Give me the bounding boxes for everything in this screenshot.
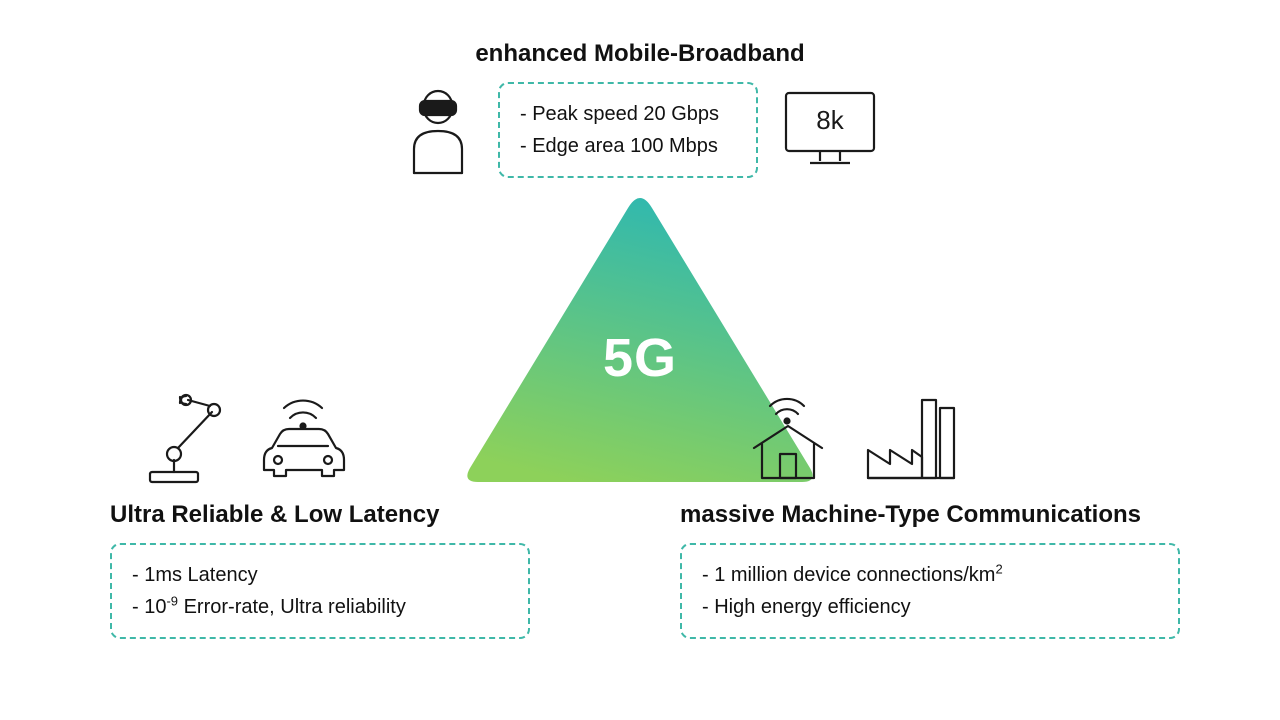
bottom-left-section: Ultra Reliable & Low Latency - 1ms Laten…	[110, 390, 530, 639]
vr-headset-person-icon	[400, 85, 476, 175]
bl-spec-line-2: - 10-9 Error-rate, Ultra reliability	[132, 591, 508, 623]
bottom-left-spec-box: - 1ms Latency - 10-9 Error-rate, Ultra r…	[110, 543, 530, 639]
bottom-right-spec-box: - 1 million device connections/km2 - Hig…	[680, 543, 1180, 639]
bottom-right-title: massive Machine-Type Communications	[680, 501, 1180, 529]
top-spec-line-2: - Edge area 100 Mbps	[520, 130, 736, 162]
top-spec-line-1: - Peak speed 20 Gbps	[520, 98, 736, 130]
factory-icon	[858, 390, 968, 485]
bottom-left-icons	[110, 390, 530, 485]
bottom-right-section: massive Machine-Type Communications - 1 …	[680, 390, 1180, 639]
top-row: - Peak speed 20 Gbps - Edge area 100 Mbp…	[400, 82, 880, 178]
monitor-8k-icon: 8k	[780, 85, 880, 175]
diagram-root: 5G enhanced Mobile-Broadband - Peak spee…	[0, 0, 1280, 720]
top-title: enhanced Mobile-Broadband	[400, 40, 880, 68]
connected-car-icon	[248, 390, 358, 485]
br-spec-line-2: - High energy efficiency	[702, 591, 1158, 623]
triangle-label: 5G	[603, 327, 677, 389]
robot-arm-icon	[140, 390, 230, 485]
br-spec-line-1: - 1 million device connections/km2	[702, 559, 1158, 591]
top-section: enhanced Mobile-Broadband - Peak speed 2…	[400, 40, 880, 178]
bottom-left-title: Ultra Reliable & Low Latency	[110, 501, 530, 529]
top-spec-box: - Peak speed 20 Gbps - Edge area 100 Mbp…	[498, 82, 758, 178]
smart-house-icon	[740, 390, 840, 485]
bl-spec-line-1: - 1ms Latency	[132, 559, 508, 591]
monitor-label: 8k	[816, 105, 844, 135]
bottom-right-icons	[680, 390, 1180, 485]
